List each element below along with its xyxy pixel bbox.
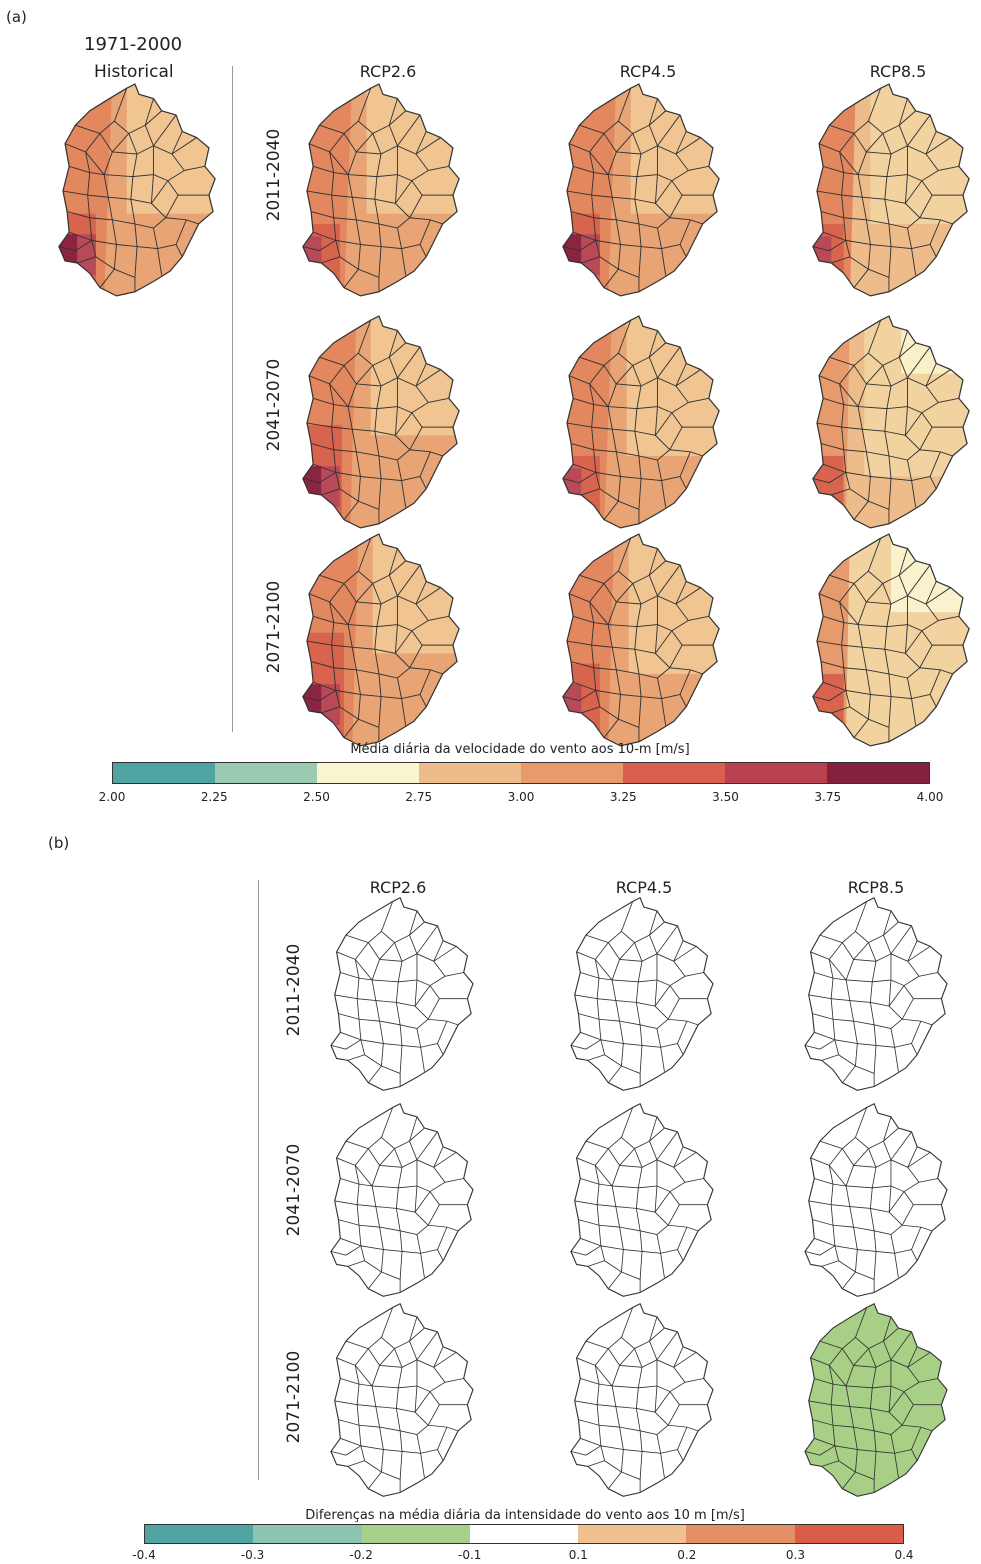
panel-b-row-2071-2100: 2071-2100 (284, 1350, 304, 1444)
colorbar-a-segment (419, 763, 521, 783)
panel-b-row-2041-2070: 2041-2070 (284, 1143, 304, 1237)
panel-a-letter: (a) (6, 8, 27, 26)
colorbar-a-tick-label: 2.00 (98, 790, 126, 804)
colorbar-b-segment (578, 1525, 687, 1543)
historical-period-label: 1971-2000 (84, 34, 183, 55)
map-a-rcp85-2011-2040 (812, 83, 970, 297)
colorbar-a-segment (725, 763, 827, 783)
map-a-rcp26-2071-2100 (302, 533, 460, 747)
map-a-rcp85-2071-2100 (812, 533, 970, 747)
panel-a-column-rcp26: RCP2.6 (359, 62, 417, 81)
colorbar-b-tick-label: -0.3 (240, 1548, 265, 1562)
historical-map (58, 83, 216, 297)
panel-b-row-2011-2040: 2011-2040 (284, 943, 304, 1037)
colorbar-b-segment (794, 1525, 903, 1543)
map-b-rcp26-2041-2070 (330, 1103, 474, 1297)
colorbar-b-segment (145, 1525, 254, 1543)
panel-a-column-rcp85: RCP8.5 (869, 62, 927, 81)
map-b-rcp45-2071-2100 (570, 1303, 714, 1497)
colorbar-b-segment (361, 1525, 470, 1543)
colorbar-a-segment (215, 763, 317, 783)
colorbar-b-segment (686, 1525, 795, 1543)
map-a-rcp26-2041-2070 (302, 315, 460, 529)
panel-b-divider (258, 880, 259, 1480)
colorbar-a-tick-label: 2.50 (303, 790, 330, 804)
map-b-rcp45-2011-2040 (570, 897, 714, 1091)
colorbar-a-tick-label: 3.25 (609, 790, 637, 804)
colorbar-b-segment (469, 1525, 579, 1543)
map-b-rcp85-2011-2040 (804, 897, 948, 1091)
map-b-rcp26-2071-2100 (330, 1303, 474, 1497)
colorbar-b-tick-label: -0.1 (457, 1548, 482, 1562)
panel-a-row-2041-2070: 2041-2070 (264, 358, 284, 452)
colorbar-a-tick-label: 3.00 (507, 790, 535, 804)
historical-label: Historical (94, 62, 174, 82)
colorbar-a-tick-label: 3.50 (712, 790, 739, 804)
panel-b-column-rcp45: RCP4.5 (615, 878, 673, 897)
panel-a-row-2071-2100: 2071-2100 (264, 580, 284, 674)
colorbar-b-tick-label: -0.4 (132, 1548, 156, 1562)
colorbar-a (112, 762, 930, 784)
colorbar-a-tick-label: 2.25 (200, 790, 228, 804)
colorbar-a-segment (113, 763, 215, 783)
panel-b-column-rcp85: RCP8.5 (847, 878, 905, 897)
colorbar-a-segment (827, 763, 929, 783)
colorbar-b-title: Diferenças na média diária da intensidad… (305, 1508, 745, 1523)
map-a-rcp45-2041-2070 (562, 315, 720, 529)
colorbar-a-tick-label: 4.00 (916, 790, 944, 804)
colorbar-a-tick-label: 3.75 (814, 790, 842, 804)
panel-b-column-rcp26: RCP2.6 (369, 878, 427, 897)
colorbar-b (144, 1524, 904, 1544)
map-b-rcp85-2041-2070 (804, 1103, 948, 1297)
colorbar-a-segment (623, 763, 725, 783)
map-b-rcp85-2071-2100 (804, 1303, 948, 1497)
colorbar-a-segment (521, 763, 623, 783)
colorbar-a-segment (317, 763, 419, 783)
map-a-rcp45-2071-2100 (562, 533, 720, 747)
panel-a-divider (232, 66, 233, 732)
colorbar-b-tick-label: 0.2 (677, 1548, 697, 1562)
panel-a-row-2011-2040: 2011-2040 (264, 128, 284, 222)
colorbar-a-tick-label: 2.75 (405, 790, 433, 804)
colorbar-b-tick-label: 0.4 (894, 1548, 914, 1562)
colorbar-b-tick-label: 0.3 (785, 1548, 805, 1562)
panel-b-letter: (b) (48, 834, 70, 852)
colorbar-a-title: Média diária da velocidade do vento aos … (350, 742, 690, 757)
colorbar-b-segment (253, 1525, 362, 1543)
map-a-rcp45-2011-2040 (562, 83, 720, 297)
colorbar-b-tick-label: -0.2 (349, 1548, 373, 1562)
panel-a-column-rcp45: RCP4.5 (619, 62, 677, 81)
map-b-rcp45-2041-2070 (570, 1103, 714, 1297)
colorbar-b-tick-label: 0.1 (568, 1548, 588, 1562)
map-a-rcp85-2041-2070 (812, 315, 970, 529)
map-a-rcp26-2011-2040 (302, 83, 460, 297)
map-b-rcp26-2011-2040 (330, 897, 474, 1091)
